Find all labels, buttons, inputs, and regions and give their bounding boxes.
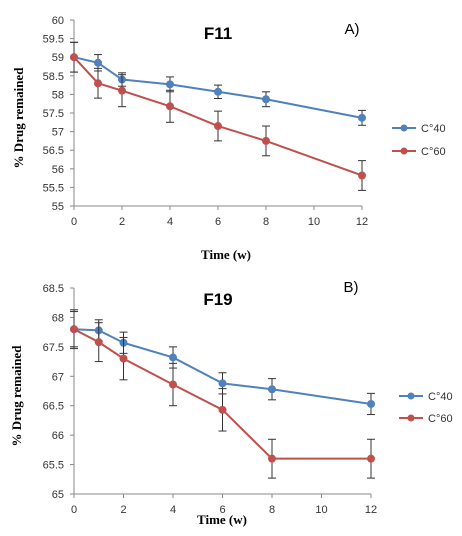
x-tick-label: 0 [71,504,77,516]
legend-label: C°40 [421,123,446,135]
y-tick-label: 58.5 [43,71,64,83]
x-tick-label: 0 [71,216,77,228]
chart-title: F19 [203,290,232,309]
data-point [214,87,222,96]
y-tick-label: 68.5 [43,283,64,295]
x-tick-label: 12 [365,504,377,516]
panel-label: B) [344,279,359,296]
x-tick-label: 6 [215,216,221,228]
data-point [262,95,270,104]
y-tick-label: 55 [52,201,64,213]
y-tick-label: 66 [52,430,64,442]
y-tick-label: 56.5 [43,145,64,157]
data-point [268,454,276,463]
data-point [358,171,366,180]
data-point [367,399,375,408]
panel-label: A) [345,21,360,38]
y-tick-label: 67 [52,371,64,383]
data-point [367,454,375,463]
data-point [169,380,177,389]
data-point [358,113,366,122]
legend-label: C°40 [428,391,453,403]
y-tick-label: 57 [52,127,64,139]
data-point [218,405,227,414]
x-axis-title: Time (w) [201,247,251,262]
data-point [94,338,103,347]
y-tick-label: 56 [52,164,64,176]
data-point [218,379,227,388]
legend: C°40 C°60 [392,123,446,158]
y-tick-label: 59.5 [43,34,64,46]
legend-swatch-marker [400,147,408,155]
data-point [70,53,78,62]
data-point [169,353,177,362]
data-point [214,122,222,131]
data-point [166,102,174,111]
x-axis-title: Time (w) [197,512,247,527]
data-point [70,325,78,334]
legend: C°40 C°60 [399,391,453,425]
legend-swatch-marker [407,392,415,400]
x-tick-label: 12 [356,216,368,228]
x-tick-label: 10 [308,216,320,228]
data-point [268,385,276,394]
legend-label: C°60 [421,146,446,158]
data-point [94,58,102,67]
chart-panel-a: F11 A) Time (w) % Drug remained 55 55.5 56… [11,15,446,262]
y-tick-label: 59 [52,52,64,64]
data-point [262,136,270,145]
y-tick-label: 57.5 [43,108,64,120]
x-tick-label: 6 [219,504,225,516]
legend-swatch-marker [407,414,415,422]
x-tick-label: 4 [170,504,176,516]
y-tick-label: 68 [52,312,64,324]
y-tick-label: 55.5 [43,182,64,194]
x-tick-label: 2 [119,216,125,228]
y-axis-title: % Drug remained [9,345,24,447]
x-tick-label: 8 [269,504,275,516]
data-point [119,354,128,363]
y-tick-label: 60 [52,15,64,27]
y-tick-label: 65 [52,489,64,501]
chart-panel-b: F19 B) Time (w) % Drug remained 6565.566… [9,279,453,527]
legend-swatch-marker [400,124,408,132]
x-tick-label: 8 [263,216,269,228]
y-tick-label: 67.5 [43,342,64,354]
y-tick-label: 58 [52,89,64,101]
data-point [118,86,126,95]
chart-title: F11 [204,24,232,43]
data-point [166,80,174,89]
x-tick-label: 2 [120,504,126,516]
x-tick-label: 4 [167,216,173,228]
y-axis-title: % Drug remained [11,67,26,169]
y-tick-label: 66.5 [43,401,64,413]
data-point [94,79,102,88]
x-tick-label: 10 [315,504,327,516]
legend-label: C°60 [428,413,453,425]
y-tick-label: 65.5 [43,460,64,472]
